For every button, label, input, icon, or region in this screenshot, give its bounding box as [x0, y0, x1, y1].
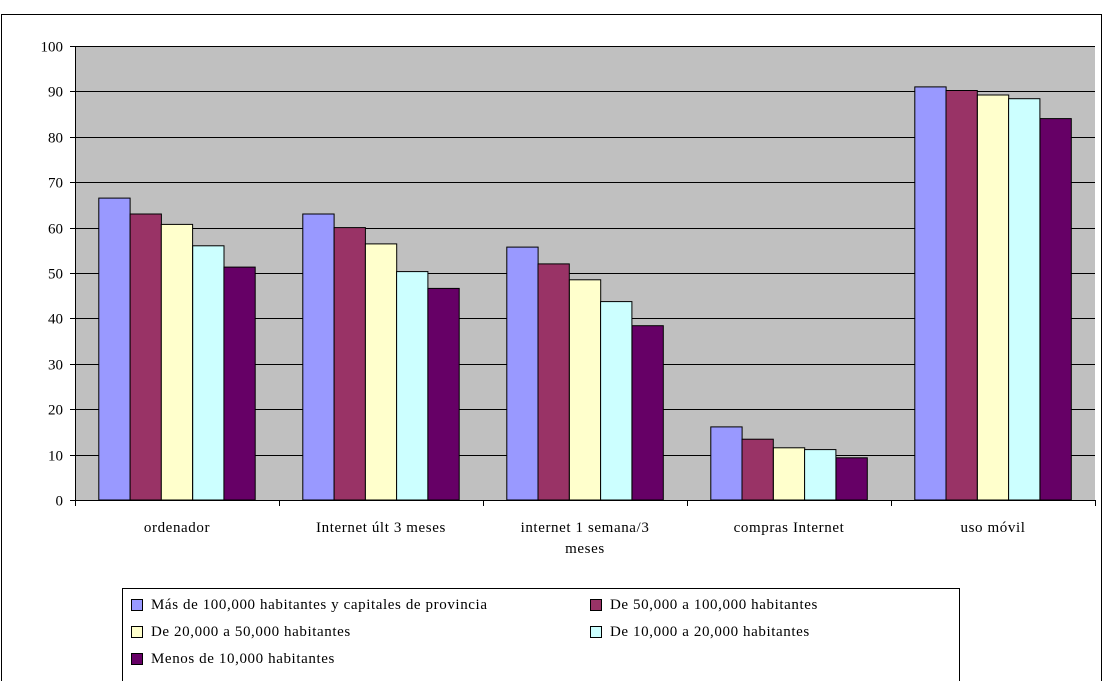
bar [302, 213, 335, 501]
legend-swatch [590, 626, 602, 638]
bar [835, 457, 868, 501]
bar [427, 287, 460, 501]
axes [70, 46, 1096, 506]
x-tick-label: Internet últ 3 meses [316, 520, 446, 536]
bar [741, 438, 774, 501]
y-tick-label: 90 [48, 85, 63, 101]
x-tick-label-line: uso móvil [961, 520, 1026, 536]
bar [804, 449, 837, 501]
legend-label: De 20,000 a 50,000 habitantes [151, 624, 351, 640]
y-tick-label: 100 [41, 40, 64, 56]
legend-item: Menos de 10,000 habitantes [131, 650, 335, 668]
bar [914, 86, 947, 501]
y-tick-label: 40 [48, 312, 63, 328]
y-tick-label: 80 [48, 131, 63, 147]
chart-frame [1, 14, 1102, 681]
legend-label: Menos de 10,000 habitantes [151, 651, 335, 667]
bar [945, 90, 978, 501]
x-tick-label: ordenador [144, 520, 210, 536]
bar [396, 271, 429, 501]
legend-label: Más de 100,000 habitantes y capitales de… [151, 597, 488, 613]
bar [192, 245, 225, 501]
bar [1039, 118, 1072, 501]
bar [631, 325, 664, 501]
x-tick-label: internet 1 semana/3 meses [521, 520, 650, 557]
legend-swatch [131, 599, 143, 611]
y-tick-label: 50 [48, 267, 63, 283]
bar [223, 266, 256, 501]
y-tick-label: 60 [48, 222, 63, 238]
x-tick-label: uso móvil [961, 520, 1026, 536]
legend-swatch [131, 653, 143, 665]
x-tick-label: compras Internet [734, 520, 845, 536]
bars [98, 86, 1072, 501]
y-tick-label: 30 [48, 358, 63, 374]
bar [364, 243, 398, 501]
x-tick-label-line: ordenador [144, 520, 210, 536]
legend: Más de 100,000 habitantes y capitales de… [122, 588, 960, 681]
y-tick-label: 10 [48, 449, 63, 465]
y-tick-label: 70 [48, 176, 63, 192]
x-tick-label-line: meses [565, 541, 605, 557]
legend-item: Más de 100,000 habitantes y capitales de… [131, 596, 488, 614]
y-tick-label: 0 [56, 494, 64, 510]
x-tick-labels: ordenador Internet últ 3 meses internet 1 … [144, 520, 1026, 557]
legend-item: De 10,000 a 20,000 habitantes [590, 623, 810, 641]
bar [976, 94, 1010, 501]
bar [600, 301, 633, 501]
x-tick-label-line: Internet últ 3 meses [316, 520, 446, 536]
legend-item: De 50,000 a 100,000 habitantes [590, 596, 818, 614]
legend-swatch [131, 626, 143, 638]
y-tick-labels: 0 10 20 30 40 50 60 70 80 90 100 [41, 40, 64, 510]
bar [537, 263, 570, 501]
legend-label: De 50,000 a 100,000 habitantes [610, 597, 818, 613]
bar [772, 447, 806, 501]
bar [333, 227, 366, 501]
bar [160, 223, 194, 501]
legend-swatch [590, 599, 602, 611]
y-tick-label: 20 [48, 403, 63, 419]
x-tick-label-line: internet 1 semana/3 [521, 520, 650, 536]
bar [1008, 98, 1041, 501]
legend-label: De 10,000 a 20,000 habitantes [610, 624, 810, 640]
x-tick-label-line: compras Internet [734, 520, 845, 536]
bar [710, 426, 743, 501]
bar [506, 246, 539, 501]
bar [568, 279, 602, 501]
legend-item: De 20,000 a 50,000 habitantes [131, 623, 351, 641]
bar [129, 213, 162, 501]
bar [98, 197, 131, 501]
